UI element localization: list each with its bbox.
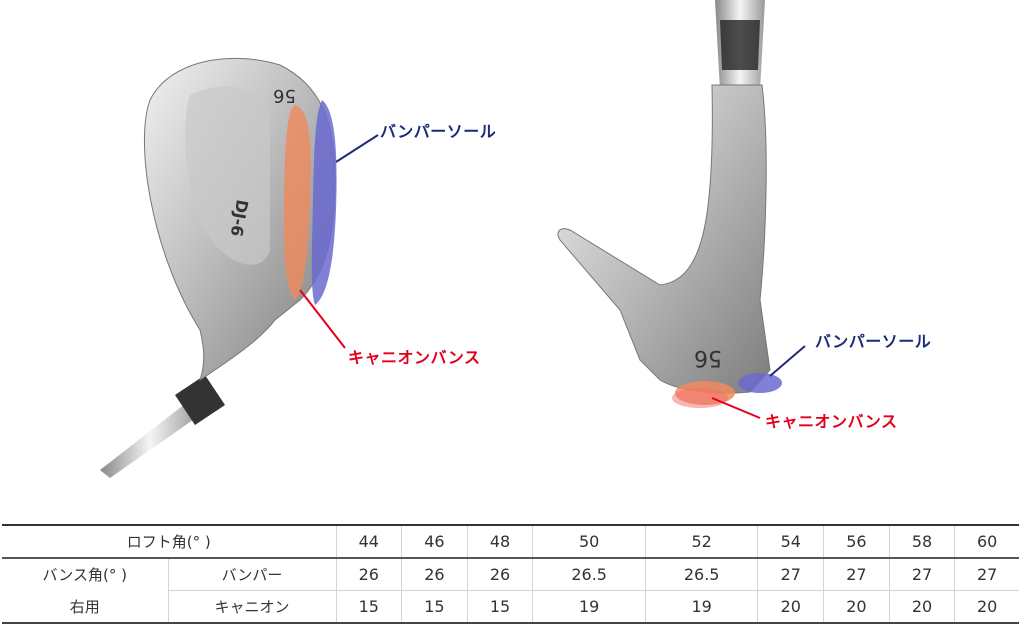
left-canyon-zone — [283, 105, 311, 300]
loft-cell: 46 — [401, 524, 468, 559]
left-canyon-bounce-label: キャニオンバンス — [348, 348, 481, 367]
row-label: バンパー — [167, 557, 337, 591]
value-cell: 19 — [644, 590, 759, 624]
left-bumper-sole-label: バンパーソール — [380, 122, 497, 141]
value-cell: 27 — [888, 557, 956, 591]
svg-text:56: 56 — [694, 345, 722, 370]
right-bumper-sole-label: バンパーソール — [815, 332, 932, 351]
value-cell: 27 — [757, 557, 825, 591]
value-cell: 19 — [532, 590, 646, 624]
right-canyon-leader — [711, 397, 761, 419]
right-bumper-zone — [738, 373, 782, 393]
left-wedge-head: 56 DJ-6 — [100, 57, 379, 478]
value-cell: 26 — [335, 557, 403, 591]
bumper-row: バンス角(° ) バンパー 26 26 26 26.5 26.5 27 27 2… — [2, 557, 1019, 591]
canyon-row: 右用 キャニオン 15 15 15 19 19 20 20 20 20 — [2, 590, 1019, 624]
left-bumper-zone — [311, 100, 337, 305]
right-canyon-bounce-label: キャニオンバンス — [765, 412, 898, 431]
loft-cell: 52 — [644, 524, 759, 559]
value-cell: 15 — [335, 590, 403, 624]
value-cell: 27 — [823, 557, 890, 591]
loft-cell: 44 — [335, 524, 403, 559]
loft-cell: 54 — [757, 524, 825, 559]
left-canyon-leader — [299, 289, 346, 349]
value-cell: 26.5 — [644, 557, 759, 591]
value-cell: 15 — [401, 590, 468, 624]
value-cell: 26.5 — [532, 557, 646, 591]
left-bumper-leader — [335, 134, 379, 163]
value-cell: 26 — [401, 557, 468, 591]
value-cell: 15 — [466, 590, 534, 624]
value-cell: 20 — [823, 590, 890, 624]
loft-header: ロフト角(° ) — [2, 524, 337, 559]
value-cell: 20 — [954, 590, 1019, 624]
loft-cell: 60 — [954, 524, 1019, 559]
left-ferrule — [175, 375, 225, 425]
value-cell: 20 — [888, 590, 956, 624]
loft-row: ロフト角(° ) 44 46 48 50 52 54 56 58 60 — [2, 524, 1019, 559]
loft-cell: 56 — [823, 524, 890, 559]
loft-cell: 58 — [888, 524, 956, 559]
right-bumper-leader — [769, 345, 806, 377]
left-shaft — [100, 400, 200, 478]
bounce-spec-table: ロフト角(° ) 44 46 48 50 52 54 56 58 60 バンス角… — [2, 524, 1019, 624]
loft-cell: 48 — [466, 524, 534, 559]
svg-text:56: 56 — [273, 85, 296, 106]
club-illustrations: 56 DJ-6 56 — [100, 0, 806, 478]
value-cell: 27 — [954, 557, 1019, 591]
value-cell: 20 — [757, 590, 825, 624]
value-cell: 26 — [466, 557, 534, 591]
right-wedge-head: 56 — [557, 0, 806, 419]
hand-label: 右用 — [2, 590, 169, 624]
loft-cell: 50 — [532, 524, 646, 559]
row-label: キャニオン — [167, 590, 337, 624]
bounce-angle-label: バンス角(° ) — [2, 557, 169, 591]
